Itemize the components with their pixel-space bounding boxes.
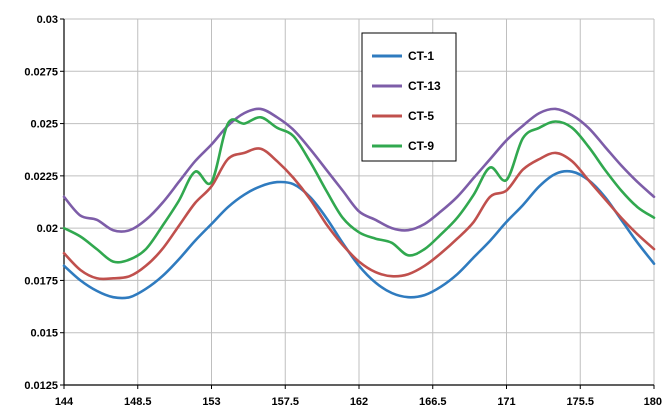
y-tick-label: 0.025 (30, 119, 58, 131)
x-tick-label: 144 (55, 396, 74, 408)
series-lines (62, 107, 656, 300)
series-line-ct-1 (62, 169, 656, 300)
x-tick-label: 171 (497, 396, 515, 408)
y-tick-labels: 0.0125 0.015 0.0175 0.02 0.0225 0.025 0.0275 0.… (24, 14, 58, 392)
y-tick-label: 0.02 (37, 223, 58, 235)
legend-label: CT-13 (408, 79, 441, 93)
series-line-ct-9 (62, 115, 656, 264)
x-tick-label: 166.5 (419, 396, 447, 408)
y-tick-label: 0.0175 (24, 275, 58, 287)
legend-label: CT-1 (408, 49, 434, 63)
x-tick-labels: 144 148.5 153 157.5 162 166.5 171 175.5 180 (55, 396, 662, 408)
x-tick-label: 153 (202, 396, 220, 408)
x-tick-label: 148.5 (124, 396, 152, 408)
y-tick-label: 0.0125 (24, 380, 58, 392)
grid-lines (63, 18, 655, 386)
legend-box (361, 32, 457, 162)
series-line-ct-5 (62, 147, 656, 281)
x-tick-label: 175.5 (566, 396, 594, 408)
legend-label: CT-5 (408, 109, 434, 123)
y-tick-label: 0.0225 (24, 171, 58, 183)
legend-label: CT-9 (408, 139, 434, 153)
y-tick-label: 0.0275 (24, 66, 58, 78)
axes (60, 18, 655, 389)
series-line-ct-13 (62, 107, 656, 233)
legend: CT-1 CT-13 CT-5 CT-9 (361, 32, 457, 162)
x-tick-label: 157.5 (271, 396, 299, 408)
y-tick-label: 0.03 (37, 14, 58, 26)
x-tick-label: 180 (644, 396, 662, 408)
y-tick-label: 0.015 (30, 328, 58, 340)
x-tick-label: 162 (350, 396, 368, 408)
